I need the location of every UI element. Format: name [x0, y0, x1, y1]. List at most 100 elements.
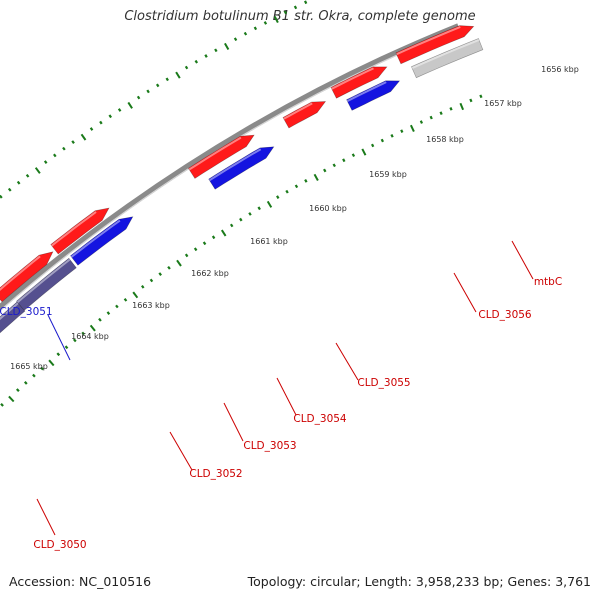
gene-gray-right-body — [411, 38, 484, 79]
minor-tick — [158, 272, 162, 276]
gene-forward-c-shine — [0, 255, 41, 291]
gene-mtbc-body — [346, 80, 401, 111]
minor-tick — [32, 373, 36, 378]
minor-tick — [439, 111, 443, 116]
minor-tick — [202, 241, 207, 246]
minor-tick — [141, 284, 145, 289]
minor-tick — [123, 298, 128, 302]
backbone-highlight — [0, 27, 460, 312]
minor-tick — [136, 95, 141, 100]
leader-line — [169, 431, 193, 471]
kbp-label: 1663 kbp — [132, 301, 170, 310]
major-tick — [273, 15, 279, 24]
kbp-label: 1662 kbp — [191, 269, 229, 278]
gene-mtbc-forward-body — [330, 66, 388, 99]
gene-gray-right-shine — [411, 38, 480, 70]
gene-forward-e-shine — [188, 136, 242, 171]
major-tick — [8, 395, 15, 403]
leader-line — [47, 314, 71, 361]
minor-tick — [7, 187, 12, 192]
gene-cld-3053-body — [0, 301, 26, 334]
minor-tick — [43, 160, 48, 164]
gene-forward-g-shine — [396, 26, 461, 56]
gene-cld-3056 — [208, 146, 275, 190]
minor-tick — [184, 65, 189, 70]
gene-cld-3056-shine — [208, 148, 262, 182]
gene-mtbc — [346, 80, 401, 111]
gene-forward-f — [282, 101, 327, 129]
gene-forward-d-shine — [51, 211, 97, 247]
minor-tick — [15, 388, 20, 393]
minor-tick — [342, 158, 346, 163]
gene-forward-f-body — [282, 101, 327, 129]
gene-cld-3053-shine — [0, 302, 19, 321]
minor-tick — [332, 163, 336, 168]
minor-tick — [449, 107, 453, 111]
minor-tick — [117, 108, 122, 112]
minor-tick — [294, 184, 299, 189]
minor-tick — [40, 366, 44, 371]
minor-tick — [263, 21, 268, 25]
minor-tick — [239, 217, 243, 222]
gene-features — [0, 25, 484, 334]
minor-tick — [56, 352, 61, 357]
minor-tick — [248, 212, 252, 216]
minor-tick — [99, 120, 103, 125]
major-tick — [80, 133, 87, 141]
kbp-label: 1659 kbp — [369, 170, 407, 179]
major-tick — [224, 42, 230, 50]
minor-tick — [351, 153, 356, 158]
minor-tick — [380, 138, 384, 143]
major-tick — [313, 173, 319, 181]
accession-text: Accession: NC_010516 — [9, 574, 152, 589]
minor-tick — [165, 77, 169, 82]
backbone-line — [0, 23, 460, 312]
gene-label: CLD_3056 — [478, 309, 532, 321]
major-tick — [459, 102, 465, 111]
minor-tick — [62, 146, 66, 151]
kbp-label: 1657 kbp — [484, 99, 522, 108]
major-tick — [127, 101, 133, 109]
major-tick — [34, 167, 41, 174]
gene-label: CLD_3050 — [33, 539, 86, 551]
minor-tick — [98, 317, 102, 322]
gene-cld-3053 — [0, 301, 26, 334]
gene-forward-e — [187, 134, 255, 179]
gene-label: CLD_3052 — [189, 468, 242, 480]
minor-tick — [81, 331, 85, 336]
minor-tick — [211, 235, 216, 240]
gene-cld-3054 — [16, 257, 77, 311]
gene-forward-g-body — [395, 25, 475, 65]
label-leaders — [36, 240, 534, 536]
minor-tick — [167, 265, 171, 270]
gene-label: CLD_3051 — [0, 306, 53, 318]
minor-tick — [479, 94, 483, 99]
minor-tick — [0, 194, 3, 199]
major-tick — [220, 229, 227, 237]
minor-tick — [469, 98, 473, 103]
minor-tick — [204, 54, 208, 58]
minor-tick — [257, 206, 261, 211]
gene-label: mtbC — [534, 276, 562, 288]
minor-tick — [400, 129, 404, 133]
leader-line — [276, 377, 297, 416]
minor-tick — [194, 59, 199, 64]
minor-tick — [149, 278, 154, 283]
minor-tick — [390, 134, 394, 138]
minor-tick — [64, 345, 69, 350]
gene-forward-e-body — [187, 134, 255, 179]
leader-line — [335, 342, 359, 381]
minor-tick — [276, 195, 280, 199]
gene-label: CLD_3053 — [243, 440, 296, 452]
minor-tick — [304, 179, 308, 183]
minor-tick — [72, 338, 77, 343]
kbp-label: 1664 kbp — [71, 332, 109, 341]
major-tick — [89, 324, 96, 332]
minor-tick — [371, 143, 375, 148]
major-tick — [176, 259, 182, 267]
gene-mtbc-shine — [346, 81, 387, 102]
minor-tick — [23, 381, 28, 385]
minor-tick — [323, 168, 327, 173]
minor-tick — [419, 120, 424, 124]
